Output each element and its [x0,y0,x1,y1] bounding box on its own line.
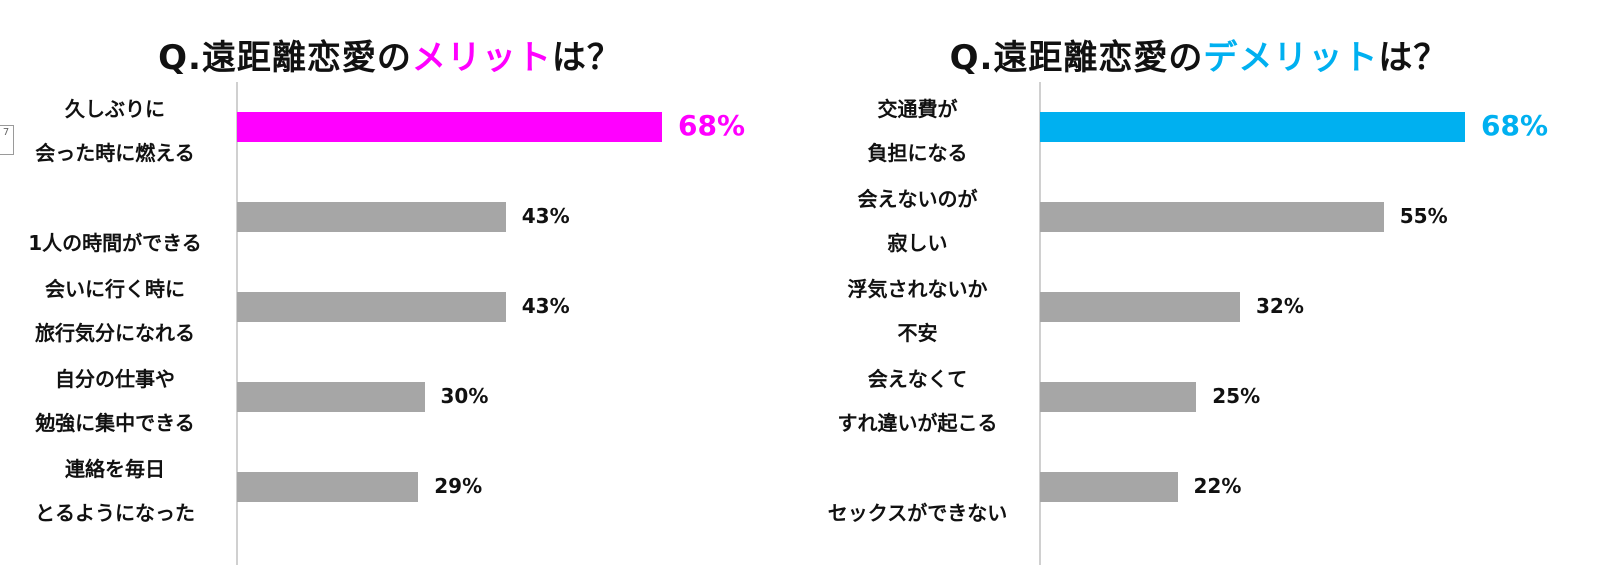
merit-title-suffix: は？ [551,38,622,78]
demerit-axis-line [1039,82,1041,565]
category-label-line: 久しぶりに [65,97,165,121]
bar-value-label: 30% [440,384,489,408]
category-label-line: 旅行気分になれる [35,321,195,345]
bar [237,472,419,502]
bar-value-label: 55% [1399,204,1448,228]
category-label: 浮気されないか 不安 [815,267,1020,355]
category-label-line: 不安 [897,321,938,345]
bar [1040,292,1240,322]
demerit-title-suffix: は？ [1378,38,1449,78]
bar-value-label: 68% [1481,109,1549,142]
category-label-line: とるようになった [35,501,195,525]
category-label-line: 勉強に集中できる [35,411,195,435]
merit-chart-panel: Q.遠距離恋愛のメリットは？ 久しぶりに会った時に燃える 68% 1人の時間ができる… [0,0,800,565]
demerit-title-highlight: デメリット [1203,38,1379,78]
category-label: 会えないのが 寂しい [815,177,1020,265]
bar-value-label: 68% [678,109,746,142]
merit-chart-title: Q.遠距離恋愛のメリットは？ [0,30,790,79]
bar-value-label: 22% [1193,474,1242,498]
category-label-line: 1人の時間ができる [28,231,202,255]
bar [237,112,662,142]
merit-title-highlight: メリット [411,38,552,78]
merit-title-prefix: Q.遠距離恋愛の [158,38,412,78]
merit-axis-line [236,82,238,565]
category-label-line: 負担になる [867,141,968,165]
bar-value-label: 25% [1212,384,1261,408]
category-label-line: 浮気されないか [847,277,988,301]
demerit-chart-title: Q.遠距離恋愛のデメリットは？ [799,30,1599,79]
bar [1040,202,1384,232]
bar [1040,472,1178,502]
category-label: 久しぶりに会った時に燃える [10,87,220,175]
category-label-line: 自分の仕事や [55,367,175,391]
category-label-line: 会いに行く時に [45,277,185,301]
bar-value-label: 29% [434,474,483,498]
category-label: 連絡を毎日とるようになった [10,447,220,535]
category-label-line: 会えなくて [867,367,968,391]
category-label: 自分の仕事や 勉強に集中できる [10,357,220,445]
bar-value-label: 32% [1256,294,1304,318]
category-label-line: 連絡を毎日 [65,457,165,481]
category-label-line: 会えないのが [857,187,978,211]
bar [237,202,506,232]
category-label-line: すれ違いが起こる [837,411,998,435]
category-label-line [815,447,1020,491]
category-label-line: 寂しい [887,231,948,255]
category-label: 1人の時間ができる [10,177,220,265]
bar [237,292,506,322]
category-label: 交通費が 負担になる [815,87,1020,175]
bar [1040,112,1465,142]
category-label-line: 交通費が [877,97,958,121]
category-label-line [10,177,220,221]
bar-value-label: 43% [521,294,570,318]
pin-tag[interactable]: 7 [0,125,14,155]
demerit-chart-panel: Q.遠距離恋愛のデメリットは？ 交通費が負担になる 68% 会えないのが 寂しい 55%… [805,0,1605,565]
category-label-line: 会った時に燃える [35,141,195,165]
demerit-title-prefix: Q.遠距離恋愛の [949,38,1204,78]
category-label: セックスができない [815,447,1020,535]
bar-value-label: 43% [521,204,570,228]
bar [237,382,425,412]
category-label: 会いに行く時に 旅行気分になれる [10,267,220,355]
category-label: 会えなくてすれ違いが起こる [815,357,1020,445]
bar [1040,382,1197,412]
category-label-line: セックスができない [827,501,1008,525]
